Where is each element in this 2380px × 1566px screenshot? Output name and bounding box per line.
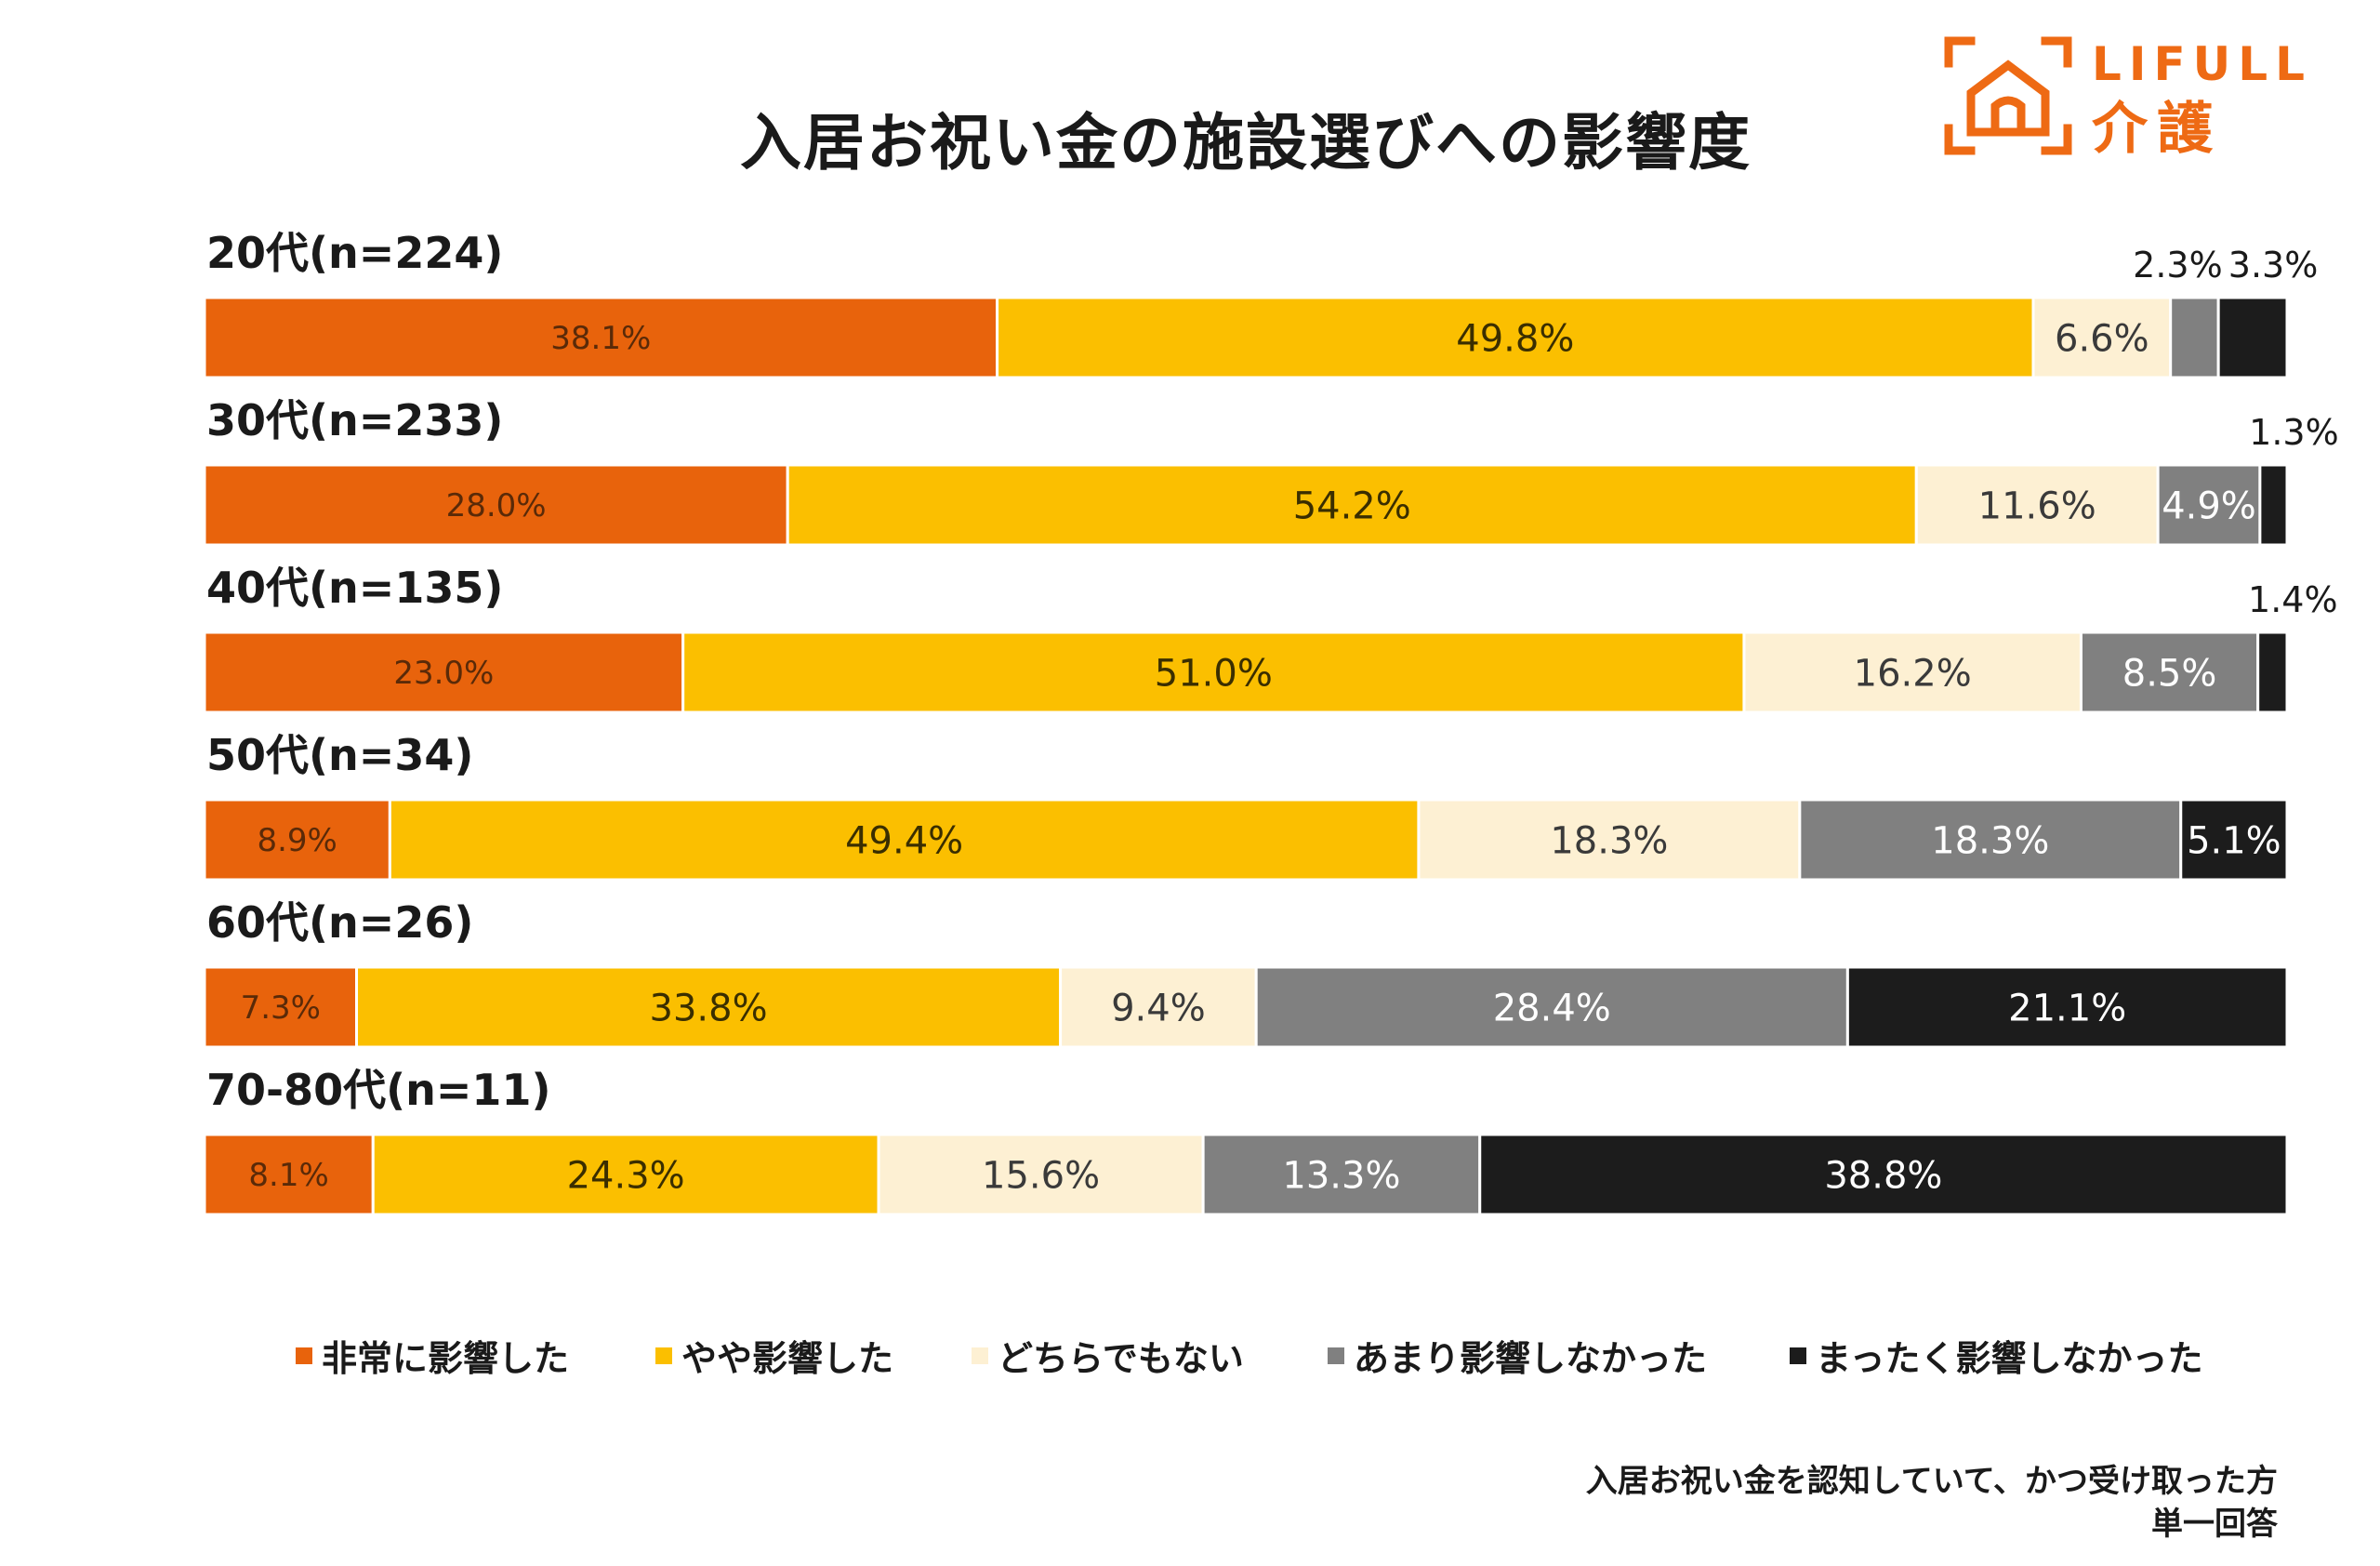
bar-segment: [1845, 965, 2289, 1049]
legend-item-none: まったく影響しなかった: [1790, 1330, 2202, 1381]
legend-label-none: まったく影響しなかった: [1816, 1338, 2203, 1379]
house-icon: [1944, 36, 2072, 155]
data-label: 18.3%: [1550, 819, 1668, 862]
bar-segment: [2079, 630, 2260, 714]
legend-item-little: あまり影響しなかった: [1328, 1330, 1707, 1381]
bar-segment: [1059, 965, 1258, 1049]
data-label: 38.1%: [550, 320, 651, 357]
bar-segment: [2216, 296, 2289, 379]
data-label: 28.4%: [1493, 987, 1611, 1029]
data-label: 23.0%: [393, 655, 494, 692]
bar-segment: [203, 463, 789, 547]
logo-sub: 介護: [2092, 97, 2222, 162]
data-label: 21.1%: [2008, 987, 2126, 1029]
data-label: 51.0%: [1155, 652, 1273, 695]
legend-swatch-neutral: [972, 1347, 988, 1364]
legend-item-neutral: どちらでもない: [972, 1330, 1244, 1381]
legend-label-neutral: どちらでもない: [998, 1338, 1244, 1379]
data-label: 38.8%: [1824, 1154, 1942, 1197]
logo-word: LIFULL: [2092, 37, 2312, 91]
data-label-outside: 3.3%: [2228, 245, 2319, 285]
data-label: 24.3%: [567, 1154, 685, 1197]
legend-label-somewhat: やや影響した: [681, 1338, 894, 1379]
legend-swatch-somewhat: [655, 1347, 672, 1364]
footnote-line1: 入居お祝い金を認知していて、かつ受け取った方: [1585, 1463, 2278, 1500]
legend-label-very: 非常に影響した: [322, 1338, 570, 1379]
data-label: 15.6%: [982, 1154, 1100, 1197]
legend-swatch-very: [296, 1347, 312, 1364]
category-label: 60代(n=26): [206, 897, 473, 948]
bar-segment: [2169, 296, 2220, 379]
bar-segment: [2156, 463, 2262, 547]
data-label: 33.8%: [650, 987, 768, 1029]
data-label: 8.5%: [2122, 652, 2217, 695]
category-label: 20代(n=224): [206, 228, 503, 278]
chart-title: 入居お祝い金の施設選びへの影響度: [740, 107, 1752, 179]
bar-segment: [1798, 798, 2183, 882]
data-label: 16.2%: [1854, 652, 1972, 695]
data-label: 28.0%: [446, 487, 547, 524]
bar-segment: [681, 630, 1746, 714]
data-label: 4.9%: [2162, 484, 2256, 527]
category-label: 70-80代(n=11): [206, 1065, 550, 1115]
bar-segment: [1914, 463, 2160, 547]
data-label: 5.1%: [2187, 819, 2281, 862]
data-label: 9.4%: [1111, 987, 1206, 1029]
bar-segment: [2179, 798, 2289, 882]
legend-swatch-none: [1790, 1347, 1806, 1364]
bar-segment: [2256, 630, 2289, 714]
bar-segment: [2258, 463, 2289, 547]
bar-segment: [1254, 965, 1849, 1049]
bar-segment: [1478, 1133, 2289, 1216]
category-label: 50代(n=34): [206, 730, 473, 780]
lifull-logo: LIFULL 介護: [1943, 35, 2334, 162]
data-label-outside: 1.3%: [2249, 412, 2339, 453]
data-label: 18.3%: [1931, 819, 2049, 862]
bar-segment: [1742, 630, 2082, 714]
data-label: 7.3%: [241, 989, 321, 1027]
category-label: 40代(n=135): [206, 563, 503, 613]
legend-swatch-little: [1328, 1347, 1344, 1364]
data-label: 11.6%: [1978, 484, 2096, 527]
footnote-line2: 単一回答: [2151, 1506, 2278, 1543]
data-label: 49.4%: [845, 819, 963, 862]
category-label: 30代(n=233): [206, 395, 503, 445]
footnote: 入居お祝い金を認知していて、かつ受け取った方 単一回答: [1586, 1460, 2278, 1546]
bar-segment: [1201, 1133, 1482, 1216]
bar-segment: [877, 1133, 1205, 1216]
data-label: 49.8%: [1456, 317, 1574, 360]
bar-segment: [203, 630, 685, 714]
bar-segment: [2031, 296, 2173, 379]
legend-label-little: あまり影響しなかった: [1354, 1338, 1708, 1379]
bar-segment: [1417, 798, 1802, 882]
legend: 非常に影響した やや影響した どちらでもない あまり影響しなかった まったく影響…: [0, 1330, 2380, 1379]
legend-item-somewhat: やや影響した: [655, 1330, 893, 1381]
data-label: 6.6%: [2055, 317, 2149, 360]
legend-item-very: 非常に影響した: [296, 1330, 569, 1381]
data-label-outside: 1.4%: [2248, 579, 2338, 620]
data-label: 8.1%: [248, 1157, 328, 1194]
data-label: 13.3%: [1282, 1154, 1400, 1197]
bar-segment: [203, 1133, 375, 1216]
data-label: 54.2%: [1293, 484, 1411, 527]
data-label-outside: 2.3%: [2133, 245, 2223, 285]
data-label: 8.9%: [257, 822, 337, 859]
bar-segment: [786, 463, 1918, 547]
